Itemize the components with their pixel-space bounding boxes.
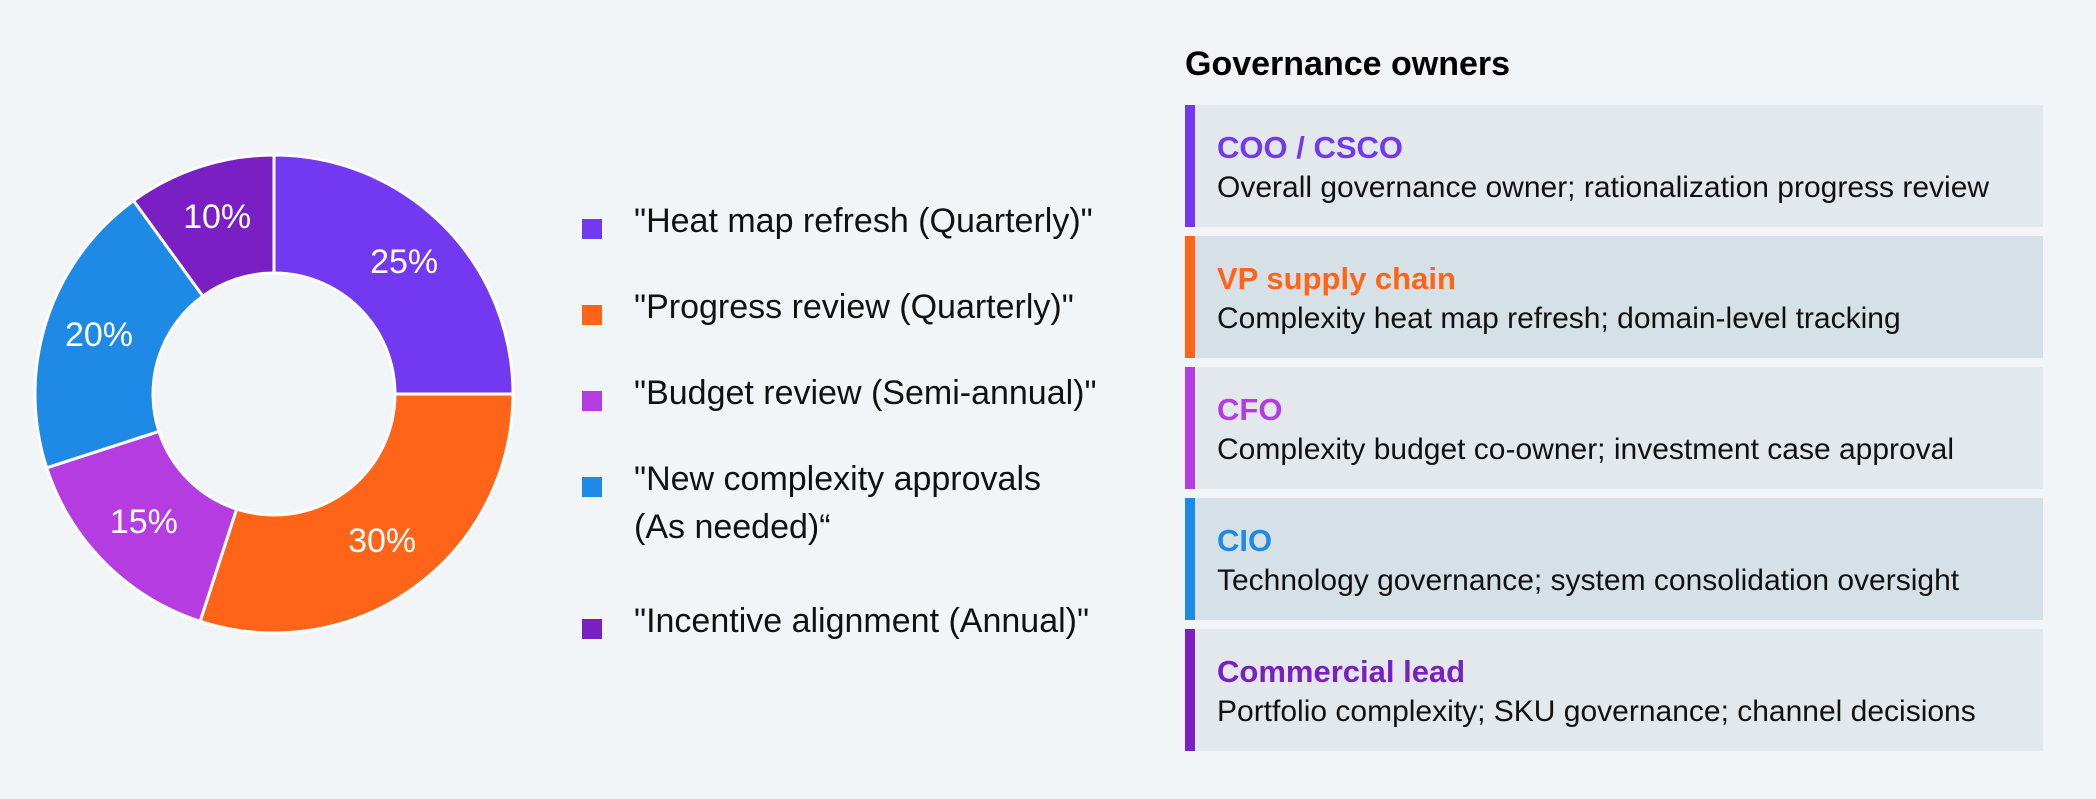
slice-percent-label: 25% — [370, 243, 438, 281]
legend-item-budget-review: "Budget review (Semi-annual)" — [582, 369, 1122, 417]
owner-card-cio: CIO Technology governance; system consol… — [1185, 498, 2043, 620]
owner-name: CIO — [1217, 523, 1273, 558]
slice-percent-label: 15% — [110, 503, 178, 541]
legend-label: "Budget review (Semi-annual)" — [634, 374, 1097, 412]
donut-slice — [272, 153, 515, 396]
legend-item-incentive-alignment: "Incentive alignment (Annual)" — [582, 597, 1122, 645]
owner-name: COO / CSCO — [1217, 130, 1404, 165]
owner-description: Portfolio complexity; SKU governance; ch… — [1217, 695, 1976, 728]
slice-percent-label: 10% — [183, 198, 251, 236]
legend-swatch — [582, 219, 602, 239]
owner-accent-bar — [1185, 629, 1195, 751]
legend-label: "Progress review (Quarterly)" — [634, 288, 1074, 326]
owner-accent-bar — [1185, 498, 1195, 620]
legend-item-progress-review: "Progress review (Quarterly)" — [582, 283, 1122, 331]
owner-description: Overall governance owner; rationalizatio… — [1217, 171, 1990, 204]
owner-description: Complexity heat map refresh; domain-leve… — [1217, 302, 1901, 335]
donut-labels: 25% 30% 15% 20% 10% — [65, 198, 438, 560]
owner-card-commercial-lead: Commercial lead Portfolio complexity; SK… — [1185, 629, 2043, 751]
owner-description: Complexity budget co-owner; investment c… — [1217, 433, 1955, 466]
owner-card-coo-csco: COO / CSCO Overall governance owner; rat… — [1185, 105, 2043, 227]
owner-name: CFO — [1217, 392, 1283, 427]
governance-owners-panel: Governance owners COO / CSCO Overall gov… — [1185, 42, 2043, 760]
owner-accent-bar — [1185, 105, 1195, 227]
donut-slice — [33, 198, 205, 470]
owner-name: Commercial lead — [1217, 654, 1466, 689]
legend-swatch — [582, 391, 602, 411]
legend-swatch — [582, 477, 602, 497]
owner-card-cfo: CFO Complexity budget co-owner; investme… — [1185, 367, 2043, 489]
panel-title: Governance owners — [1185, 45, 1511, 83]
owner-description: Technology governance; system consolidat… — [1217, 564, 1960, 597]
owner-accent-bar — [1185, 367, 1195, 489]
legend-swatch — [582, 305, 602, 325]
owner-card-vp-supply-chain: VP supply chain Complexity heat map refr… — [1185, 236, 2043, 358]
slice-percent-label: 20% — [65, 316, 133, 354]
legend-label: "Incentive alignment (Annual)" — [634, 602, 1090, 640]
legend-item-heat-map-refresh: "Heat map refresh (Quarterly)" — [582, 197, 1122, 245]
donut-slice — [44, 429, 239, 624]
legend-label: "New complexity approvals (As needed)“ — [634, 460, 1042, 546]
legend-label: "Heat map refresh (Quarterly)" — [634, 202, 1093, 240]
legend-item-new-complexity-approvals: "New complexity approvals (As needed)“ — [582, 455, 1122, 551]
donut-slice — [198, 392, 515, 635]
legend-swatch — [582, 619, 602, 639]
chart-legend: "Heat map refresh (Quarterly)" "Progress… — [582, 197, 1122, 683]
donut-slices — [33, 153, 515, 635]
donut-chart: 25% 30% 15% 20% 10% — [33, 153, 515, 635]
slice-percent-label: 30% — [348, 522, 416, 560]
owner-accent-bar — [1185, 236, 1195, 358]
owner-name: VP supply chain — [1217, 261, 1456, 296]
donut-slice — [131, 153, 276, 299]
